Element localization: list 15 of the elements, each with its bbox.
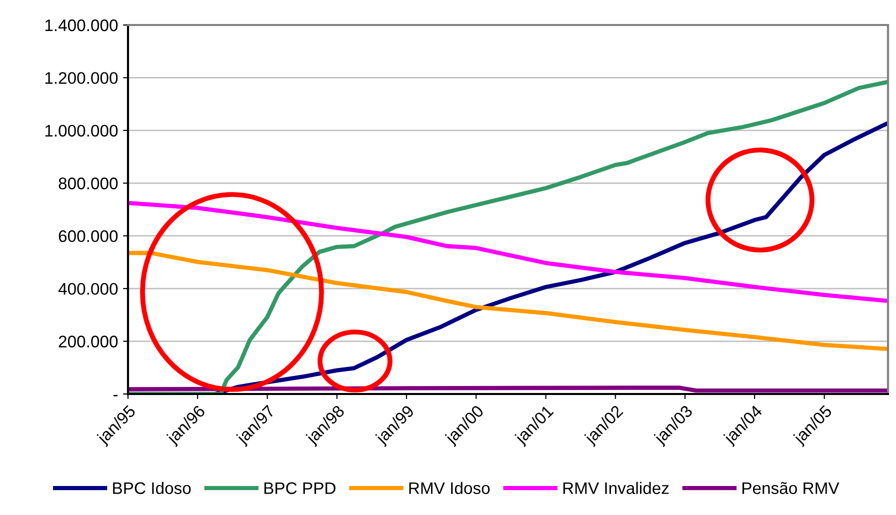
y-tick-label: - xyxy=(113,394,118,396)
y-tick-label: 400.000 xyxy=(58,282,118,295)
line-series xyxy=(128,250,888,352)
legend-label: RMV Invalidez xyxy=(563,482,669,494)
legend-label: BPC PPD xyxy=(264,482,336,494)
y-tick-label: 200.000 xyxy=(58,336,118,348)
legend-label: BPC Idoso xyxy=(113,482,191,494)
y-tick-label: 1.400.000 xyxy=(45,19,118,32)
y-tick-label: 1.000.000 xyxy=(45,124,118,137)
y-tick-label: 800.000 xyxy=(58,178,118,190)
line-series xyxy=(128,200,888,304)
legend-label: Pensão RMV xyxy=(742,482,840,494)
y-tick-label: 1.200.000 xyxy=(45,72,118,84)
y-tick-label: 600.000 xyxy=(58,230,118,242)
legend-label: RMV Idoso xyxy=(409,482,490,494)
